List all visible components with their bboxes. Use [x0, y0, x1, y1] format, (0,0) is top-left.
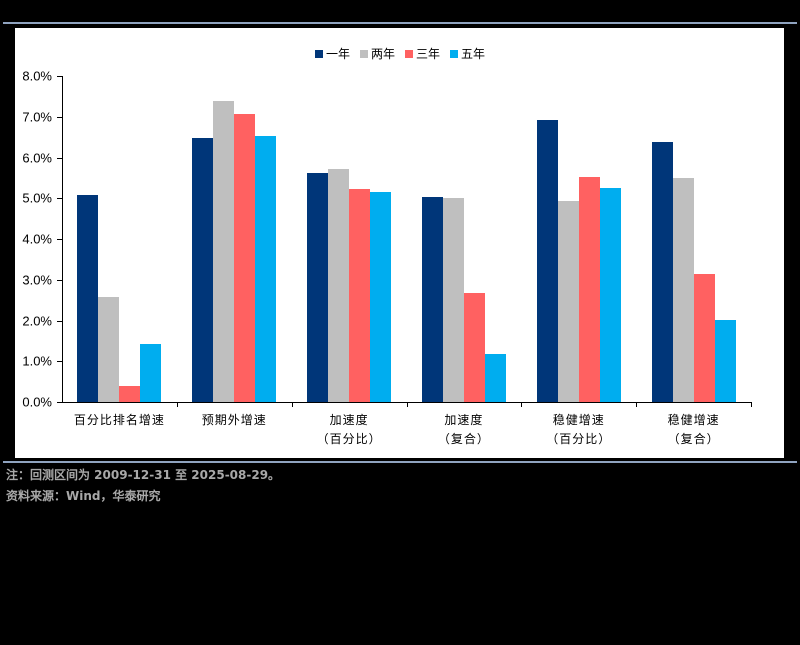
- y-tick-mark: [57, 280, 62, 281]
- legend-label: 五年: [461, 47, 486, 61]
- top-divider: [3, 22, 797, 24]
- y-axis: [62, 76, 63, 402]
- bar-一年: [651, 142, 673, 402]
- bar-五年: [714, 320, 736, 402]
- y-tick-label: 4.0%: [22, 231, 52, 247]
- bar-两年: [98, 296, 120, 402]
- legend-swatch-icon: [405, 49, 413, 58]
- x-category-label: 加速度 （复合）: [407, 411, 522, 449]
- x-category-label: 稳健增速 （复合）: [636, 411, 751, 449]
- bar-三年: [119, 386, 141, 402]
- y-tick-label: 6.0%: [22, 150, 52, 165]
- x-tick-mark: [292, 402, 293, 407]
- y-tick-label: 5.0%: [22, 190, 52, 206]
- bar-三年: [349, 188, 371, 402]
- legend-swatch-icon: [450, 49, 459, 58]
- x-tick-mark: [751, 402, 752, 407]
- bar-一年: [77, 194, 99, 402]
- x-tick-mark: [177, 402, 178, 407]
- legend-item: 五年: [450, 45, 485, 62]
- bar-三年: [234, 113, 256, 402]
- y-tick-mark: [57, 198, 62, 199]
- x-category-label: 稳健增速 （百分比）: [521, 411, 636, 449]
- legend-label: 两年: [370, 47, 395, 61]
- y-tick-mark: [57, 361, 62, 362]
- bar-三年: [693, 274, 715, 402]
- legend-item: 两年: [359, 45, 395, 62]
- y-tick-mark: [57, 402, 62, 403]
- y-tick-mark: [57, 239, 62, 240]
- x-axis: [62, 402, 751, 403]
- y-tick-mark: [57, 117, 62, 118]
- bar-五年: [255, 135, 277, 402]
- bar-两年: [442, 198, 464, 402]
- x-tick-mark: [636, 402, 637, 407]
- bar-五年: [140, 344, 162, 402]
- legend-swatch-icon: [359, 49, 368, 58]
- bar-两年: [328, 168, 350, 402]
- y-tick-label: 8.0%: [22, 68, 52, 84]
- x-label-line1: 百分比排名增速: [73, 413, 165, 427]
- bar-三年: [578, 177, 600, 402]
- y-tick-label: 1.0%: [22, 353, 52, 369]
- legend-label: 三年: [416, 47, 441, 61]
- y-tick-mark: [57, 76, 62, 77]
- x-label-line2: （复合）: [437, 432, 490, 446]
- bar-五年: [484, 353, 506, 402]
- bar-两年: [672, 177, 694, 402]
- x-tick-mark: [521, 402, 522, 407]
- x-label-line2: （复合）: [667, 432, 720, 446]
- bar-一年: [307, 172, 329, 402]
- bar-两年: [213, 100, 235, 402]
- legend-item: 三年: [405, 45, 440, 62]
- x-label-line2: （百分比）: [316, 432, 382, 446]
- chart-legend: 一年 两年 三年 五年: [0, 45, 800, 62]
- y-tick-label: 3.0%: [22, 272, 52, 288]
- legend-label: 一年: [325, 47, 350, 61]
- x-category-label: 百分比排名增速: [62, 411, 177, 430]
- y-tick-mark: [57, 158, 62, 159]
- footer-source: 资料来源：Wind，华泰研究: [6, 489, 161, 503]
- x-category-label: 预期外增速: [177, 411, 292, 430]
- x-label-line1: 加速度: [444, 413, 484, 427]
- x-category-label: 加速度 （百分比）: [292, 411, 407, 449]
- bar-一年: [421, 197, 443, 402]
- bar-两年: [557, 201, 579, 402]
- x-label-line2: （百分比）: [546, 432, 612, 446]
- bar-三年: [463, 293, 485, 402]
- x-label-line1: 稳健增速: [667, 413, 720, 427]
- bar-一年: [192, 137, 214, 402]
- y-tick-label: 0.0%: [22, 394, 52, 410]
- x-tick-mark: [407, 402, 408, 407]
- y-tick-label: 2.0%: [22, 313, 52, 328]
- y-tick-label: 7.0%: [22, 109, 52, 125]
- legend-item: 一年: [314, 45, 350, 62]
- x-label-line1: 预期外增速: [201, 413, 267, 427]
- legend-swatch-icon: [314, 49, 323, 58]
- x-label-line1: 加速度: [329, 413, 369, 427]
- footer-note: 注：回测区间为 2009-12-31 至 2025-08-29。: [6, 468, 281, 482]
- bar-五年: [370, 192, 392, 402]
- bar-一年: [536, 120, 558, 402]
- y-tick-mark: [57, 321, 62, 322]
- bar-五年: [599, 188, 621, 402]
- x-label-line1: 稳健增速: [552, 413, 605, 427]
- bottom-divider: [3, 461, 797, 463]
